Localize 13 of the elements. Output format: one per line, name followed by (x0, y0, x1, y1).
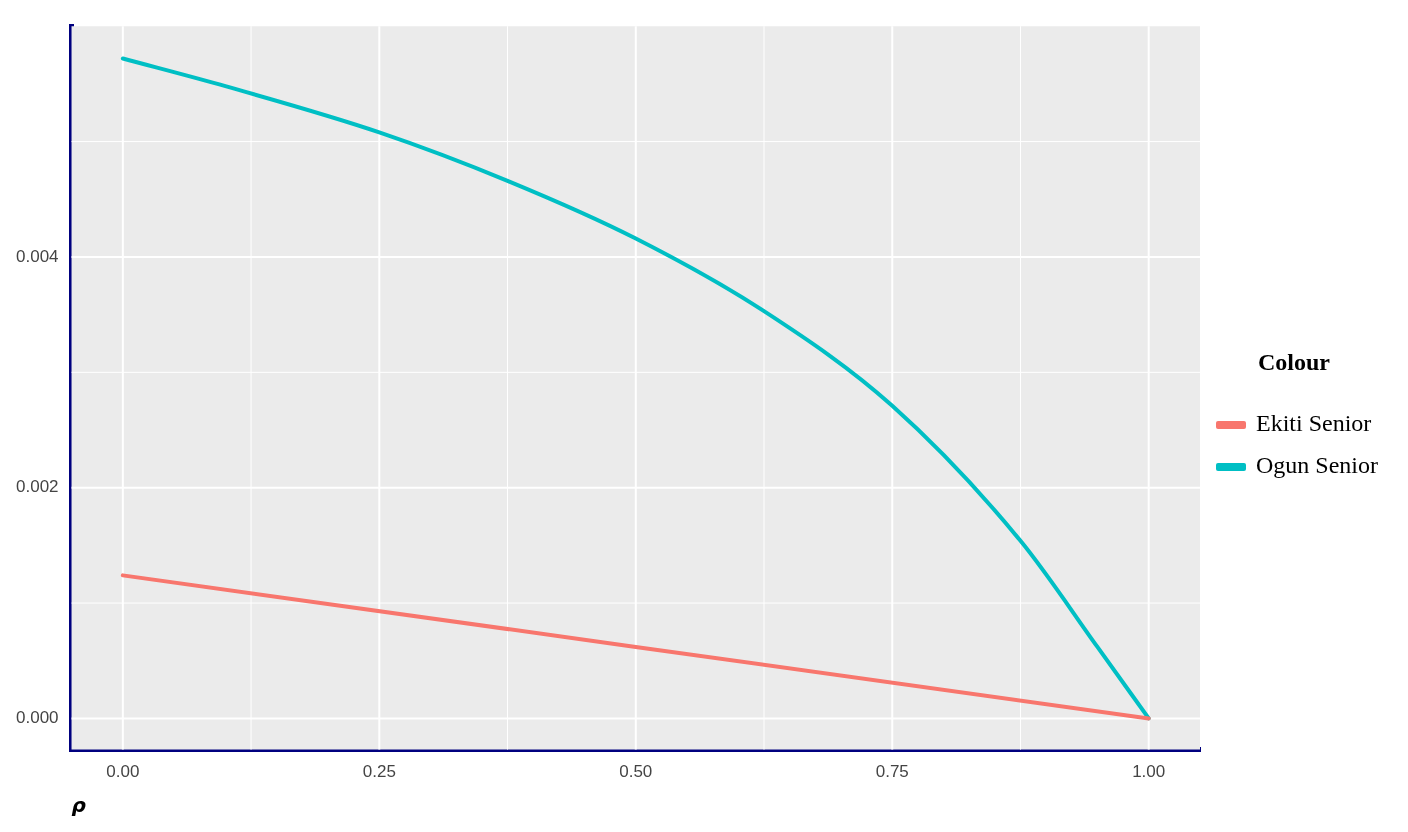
x-tick-label: 0.25 (362, 762, 396, 782)
x-tick-label: 0.50 (619, 762, 653, 782)
legend-title: Colour (1258, 349, 1331, 376)
x-tick-label: 0.00 (106, 762, 140, 782)
x-axis-title: ρ (71, 793, 86, 818)
x-tick-label: 1.00 (1132, 762, 1166, 782)
y-tick-label: 0.004 (15, 246, 59, 266)
legend-label: Ogun Senior (1256, 452, 1379, 479)
legend-label: Ekiti Senior (1256, 410, 1372, 437)
y-tick-label: 0.002 (15, 477, 59, 497)
line-series (120, 56, 1151, 721)
y-tick-label: 0.000 (15, 708, 59, 728)
x-tick-label: 0.75 (875, 762, 909, 782)
